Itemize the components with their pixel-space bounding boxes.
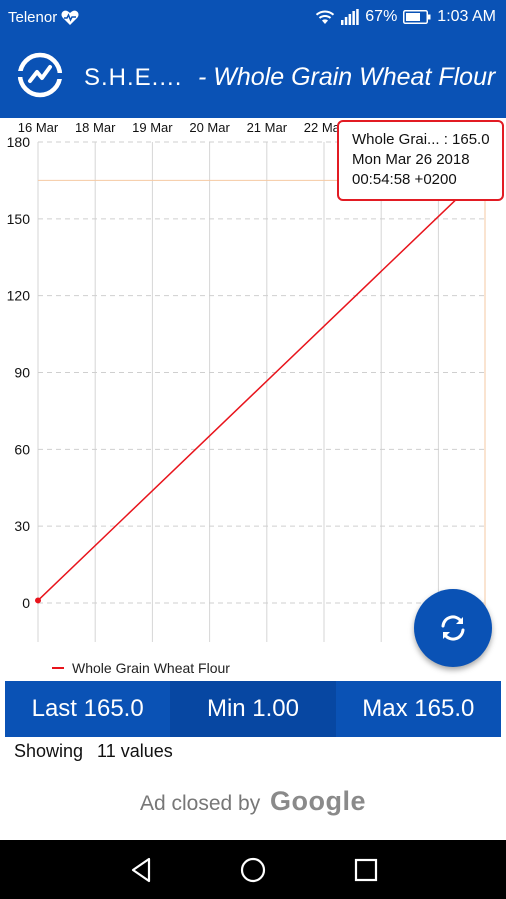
nav-bar [0,840,506,899]
stats-bar: Last 165.0 Min 1.00 Max 165.0 [5,681,501,737]
tooltip-time: 00:54:58 +0200 [352,170,502,190]
chart-refresh-logo-icon[interactable] [16,51,64,99]
y-tick-label: 30 [14,518,30,534]
heart-pulse-icon [61,10,79,26]
y-tick-label: 180 [7,134,31,150]
carrier-group: Telenor [8,9,79,26]
refresh-icon [438,613,468,643]
values-count: Showing 11 values [14,741,173,762]
x-tick-label: 16 Mar [18,120,59,135]
stat-max: Max 165.0 [336,681,501,737]
signal-icon [341,9,359,25]
showing-label: Showing [14,741,83,762]
google-logo: Google [270,786,366,816]
battery-icon [403,10,431,24]
chart-legend: Whole Grain Wheat Flour [52,658,230,678]
y-tick-label: 120 [7,288,31,304]
app-bar: S.H.E.... - Whole Grain Wheat Flour [0,34,506,118]
ad-text: Ad closed by [140,792,260,815]
tooltip-value: Whole Grai... : 165.0 [352,130,502,150]
y-tick-label: 150 [7,211,31,227]
data-point [35,597,41,603]
x-tick-label: 21 Mar [247,120,288,135]
wifi-icon [315,9,335,25]
status-bar: Telenor 67% 1:03 AM [0,0,506,34]
refresh-button[interactable] [414,589,492,667]
tooltip-date: Mon Mar 26 2018 [352,150,502,170]
x-tick-label: 18 Mar [75,120,116,135]
y-tick-label: 90 [14,365,30,381]
x-tick-label: 20 Mar [189,120,230,135]
legend-label: Whole Grain Wheat Flour [72,660,230,676]
y-tick-label: 60 [14,441,30,457]
home-icon[interactable] [237,854,269,886]
legend-swatch [52,667,64,669]
x-tick-label: 19 Mar [132,120,173,135]
recents-icon[interactable] [350,854,382,886]
status-icons: 67% 1:03 AM [315,8,496,26]
battery-percent: 67% [365,8,397,26]
showing-value: 11 values [97,741,173,762]
stat-last: Last 165.0 [5,681,170,737]
back-icon[interactable] [125,854,157,886]
ad-banner: Ad closed by Google [0,786,506,817]
series-line [38,180,476,600]
clock: 1:03 AM [437,8,496,26]
y-tick-label: 0 [22,595,30,611]
item-subtitle: - Whole Grain Wheat Flour [198,63,495,92]
app-title: S.H.E.... [84,64,182,92]
chart-tooltip: Whole Grai... : 165.0 Mon Mar 26 2018 00… [337,120,504,201]
stat-min: Min 1.00 [170,681,335,737]
carrier-name: Telenor [8,9,57,26]
